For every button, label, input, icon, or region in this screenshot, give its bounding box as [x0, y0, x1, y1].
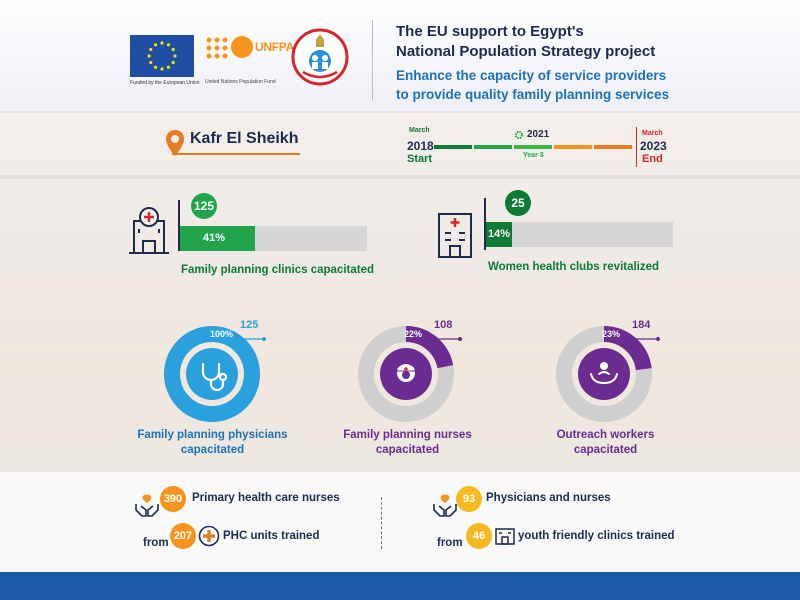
- timeline-current-label: Year 3: [523, 152, 544, 159]
- caring-hands-icon-2: [433, 494, 457, 517]
- clubs-progress-fill: 14%: [485, 222, 512, 247]
- timeline-end-month: March: [642, 130, 663, 137]
- clinic-building-small-icon: [495, 528, 515, 545]
- phc-nurses-count-badge: 390: [160, 486, 186, 512]
- unfpa-dots-logo: [206, 37, 228, 59]
- timeline-segment-5: [594, 145, 632, 149]
- timeline-segment-4: [554, 145, 592, 149]
- timeline-segment-2: [474, 145, 512, 149]
- clinics-bar-axis: [178, 200, 180, 251]
- clinics-progress-bar: 41%: [178, 226, 367, 251]
- ring-nurses-chart: [358, 326, 454, 422]
- hospital-building-icon: [438, 213, 472, 258]
- youth-clinics-text: youth friendly clinics trained: [518, 530, 675, 542]
- family-care-icon: [590, 362, 618, 385]
- stethoscope-icon: [201, 362, 228, 392]
- ring-physicians-label: Family planning physicians capacitated: [137, 429, 288, 456]
- physicians-nurses-text: Physicians and nurses: [486, 492, 611, 504]
- current-year-marker-icon: [514, 130, 524, 140]
- bottom-section: [0, 472, 800, 572]
- clinics-label: Family planning clinics capacitated: [181, 264, 375, 276]
- timeline-start-label: Start: [407, 153, 433, 165]
- un-globe-icon: [231, 36, 253, 58]
- eu-flag-logo: [130, 35, 194, 77]
- footer-bar: [0, 572, 800, 600]
- ring-outreach-count: 184: [632, 319, 651, 331]
- physicians-nurses-count-badge: 93: [456, 486, 482, 512]
- timeline-start-month: March: [409, 127, 430, 134]
- ring-outreach-pointer: [620, 337, 660, 341]
- location-pin-icon: [166, 130, 184, 156]
- ring-physicians-chart: [164, 326, 260, 422]
- timeline-end-line: [636, 127, 637, 167]
- header-divider: [372, 20, 373, 100]
- eu-caption: Funded by the European Union: [130, 80, 200, 86]
- ring-physicians-count: 125: [240, 319, 259, 331]
- youth-clinics-count-badge: 46: [466, 523, 492, 549]
- clubs-bar-axis: [484, 198, 486, 250]
- phc-units-count-badge: 207: [170, 523, 196, 549]
- ring-physicians: [164, 326, 260, 422]
- ring-outreach-percent: 23%: [602, 329, 621, 339]
- clubs-label: Women health clubs revitalized: [488, 261, 660, 273]
- ring-physicians-percent: 100%: [210, 329, 234, 339]
- youth-from-text: from: [437, 537, 463, 549]
- section-separator: [0, 175, 800, 179]
- phc-nurses-text: Primary health care nurses: [192, 492, 340, 504]
- timeline-current-year: 2021: [527, 129, 550, 140]
- ring-physicians-pointer: [216, 337, 266, 341]
- bottom-divider: [381, 497, 382, 549]
- nurse-icon: [396, 363, 416, 382]
- page-subtitle: Enhance the capacity of service provider…: [396, 68, 670, 102]
- ring-nurses-label: Family planning nurses capacitated: [343, 429, 472, 456]
- ring-nurses-pointer: [422, 337, 462, 341]
- phc-units-text: PHC units trained: [223, 530, 320, 542]
- timeline-segment-3: [514, 145, 552, 149]
- medical-cross-icon: [198, 525, 220, 547]
- timeline-segment-1: [434, 145, 472, 149]
- clubs-progress-bar: 14%: [485, 222, 673, 247]
- page-title: The EU support to Egypt's National Popul…: [396, 23, 656, 60]
- clinic-building-icon: [129, 207, 169, 254]
- location-underline: [172, 153, 300, 155]
- header: Funded by the European Union UNFPA Unite…: [0, 0, 800, 113]
- ring-outreach-label: Outreach workers capacitated: [556, 429, 655, 456]
- unfpa-caption: United Nations Population Fund: [205, 79, 276, 85]
- timeline-end-label: End: [642, 153, 663, 165]
- ring-nurses-percent: 22%: [404, 329, 423, 339]
- clinics-progress-fill: 41%: [178, 226, 256, 251]
- phc-from-text: from: [143, 537, 169, 549]
- ring-outreach-chart: [556, 326, 652, 422]
- ring-nurses-count: 108: [434, 319, 453, 331]
- clinics-count-bubble: 125: [191, 193, 217, 219]
- ministry-of-health-logo: [291, 28, 349, 86]
- caring-hands-icon: [135, 494, 159, 517]
- clubs-count-bubble: 25: [505, 190, 531, 216]
- timeline-start-year: 2018: [407, 139, 434, 153]
- location-name: Kafr El Sheikh: [190, 130, 299, 147]
- ring-outreach: [556, 326, 652, 422]
- timeline-end-year: 2023: [640, 139, 667, 153]
- unfpa-wordmark: UNFPA: [255, 40, 294, 54]
- ring-nurses: [358, 326, 454, 422]
- location-row: Kafr El Sheikh March 2018 Start 2021 Yea…: [0, 113, 800, 179]
